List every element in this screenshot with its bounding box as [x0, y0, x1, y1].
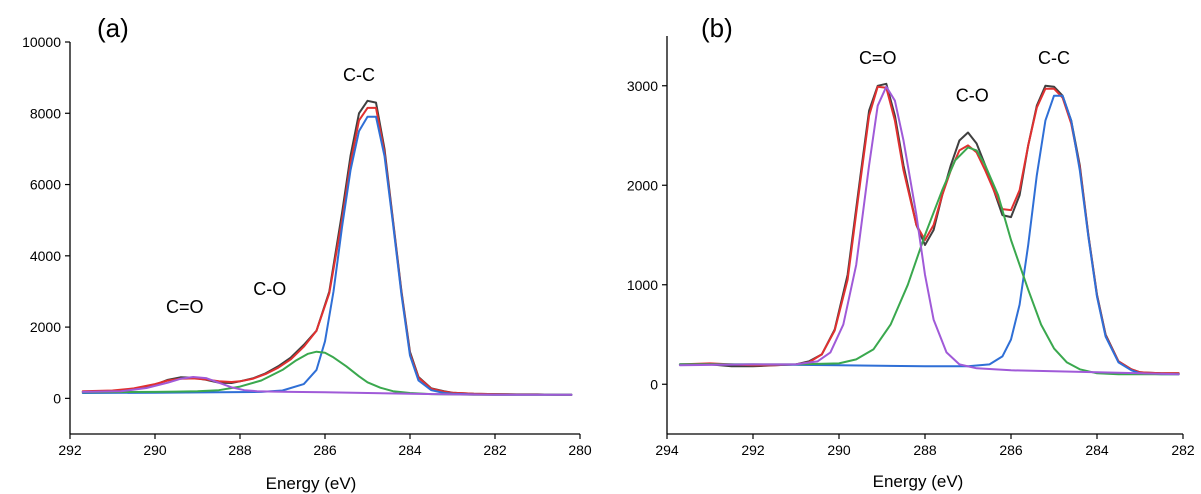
y-tick-label-b-0: 0: [650, 376, 658, 392]
series-line-b-3: [678, 146, 1180, 376]
x-tick-label-b-2: 290: [827, 442, 851, 458]
x-tick-label-b-3: 288: [913, 442, 937, 458]
x-tick-label-b-5: 284: [1085, 442, 1109, 458]
chart-a-annotations: C=O C-O C-C: [166, 65, 375, 317]
panel-label-a: (a): [97, 13, 129, 43]
y-tick-label-b-2: 2000: [627, 177, 658, 193]
chart-a: (a) C=O C-O C-C 292 290 288 286 284 282 280 0 2000…: [22, 13, 592, 493]
x-tick-label-a-1: 290: [143, 442, 167, 458]
chart-b-annotations: C=O C-O C-C: [859, 48, 1070, 106]
y-tick-label-b-3: 3000: [627, 78, 658, 94]
chart-a-ticks: 292 290 288 286 284 282 280 0 2000 4000 6000 8000 10…: [22, 34, 592, 458]
x-tick-label-b-1: 292: [741, 442, 765, 458]
y-tick-label-a-2: 4000: [30, 248, 61, 264]
x-tick-label-a-4: 284: [398, 442, 422, 458]
chart-a-axes: [69, 42, 580, 435]
series-line-a-4: [81, 376, 573, 396]
x-tick-label-b-4: 286: [999, 442, 1023, 458]
y-tick-label-b-1: 1000: [627, 277, 658, 293]
x-tick-label-a-6: 280: [568, 442, 592, 458]
y-tick-label-a-3: 6000: [30, 177, 61, 193]
chart-b-ticks: 294 292 290 288 286 284 282 0 1000 2000 3000: [627, 78, 1195, 458]
chart-b: (b) C=O C-O C-C 294 292 290 288 286 284 282 0 1000…: [627, 13, 1195, 491]
x-tick-label-a-3: 286: [313, 442, 337, 458]
x-tick-label-a-2: 288: [228, 442, 252, 458]
y-tick-label-a-5: 10000: [22, 34, 61, 50]
series-line-a-1: [81, 106, 573, 396]
series-line-a-0: [81, 99, 573, 396]
panel-label-b: (b): [701, 13, 733, 43]
peak-label-b-0: C=O: [859, 48, 897, 68]
chart-b-curves: [678, 82, 1180, 376]
peak-label-a-0: C=O: [166, 297, 204, 317]
y-tick-label-a-4: 8000: [30, 105, 61, 121]
x-tick-label-b-0: 294: [655, 442, 679, 458]
series-line-b-2: [678, 94, 1180, 376]
x-axis-title-a: Energy (eV): [266, 474, 357, 493]
peak-label-b-1: C-O: [956, 86, 989, 106]
series-line-b-4: [678, 85, 1180, 376]
y-tick-label-a-0: 0: [53, 390, 61, 406]
series-line-a-3: [81, 350, 573, 396]
x-tick-label-b-6: 282: [1171, 442, 1195, 458]
x-tick-label-a-5: 282: [483, 442, 507, 458]
x-axis-title-b: Energy (eV): [873, 472, 964, 491]
peak-label-a-1: C-O: [253, 279, 286, 299]
peak-label-b-2: C-C: [1038, 48, 1070, 68]
y-tick-label-a-1: 2000: [30, 319, 61, 335]
peak-label-a-2: C-C: [343, 65, 375, 85]
x-tick-label-a-0: 292: [58, 442, 82, 458]
chart-a-curves: [81, 99, 573, 396]
